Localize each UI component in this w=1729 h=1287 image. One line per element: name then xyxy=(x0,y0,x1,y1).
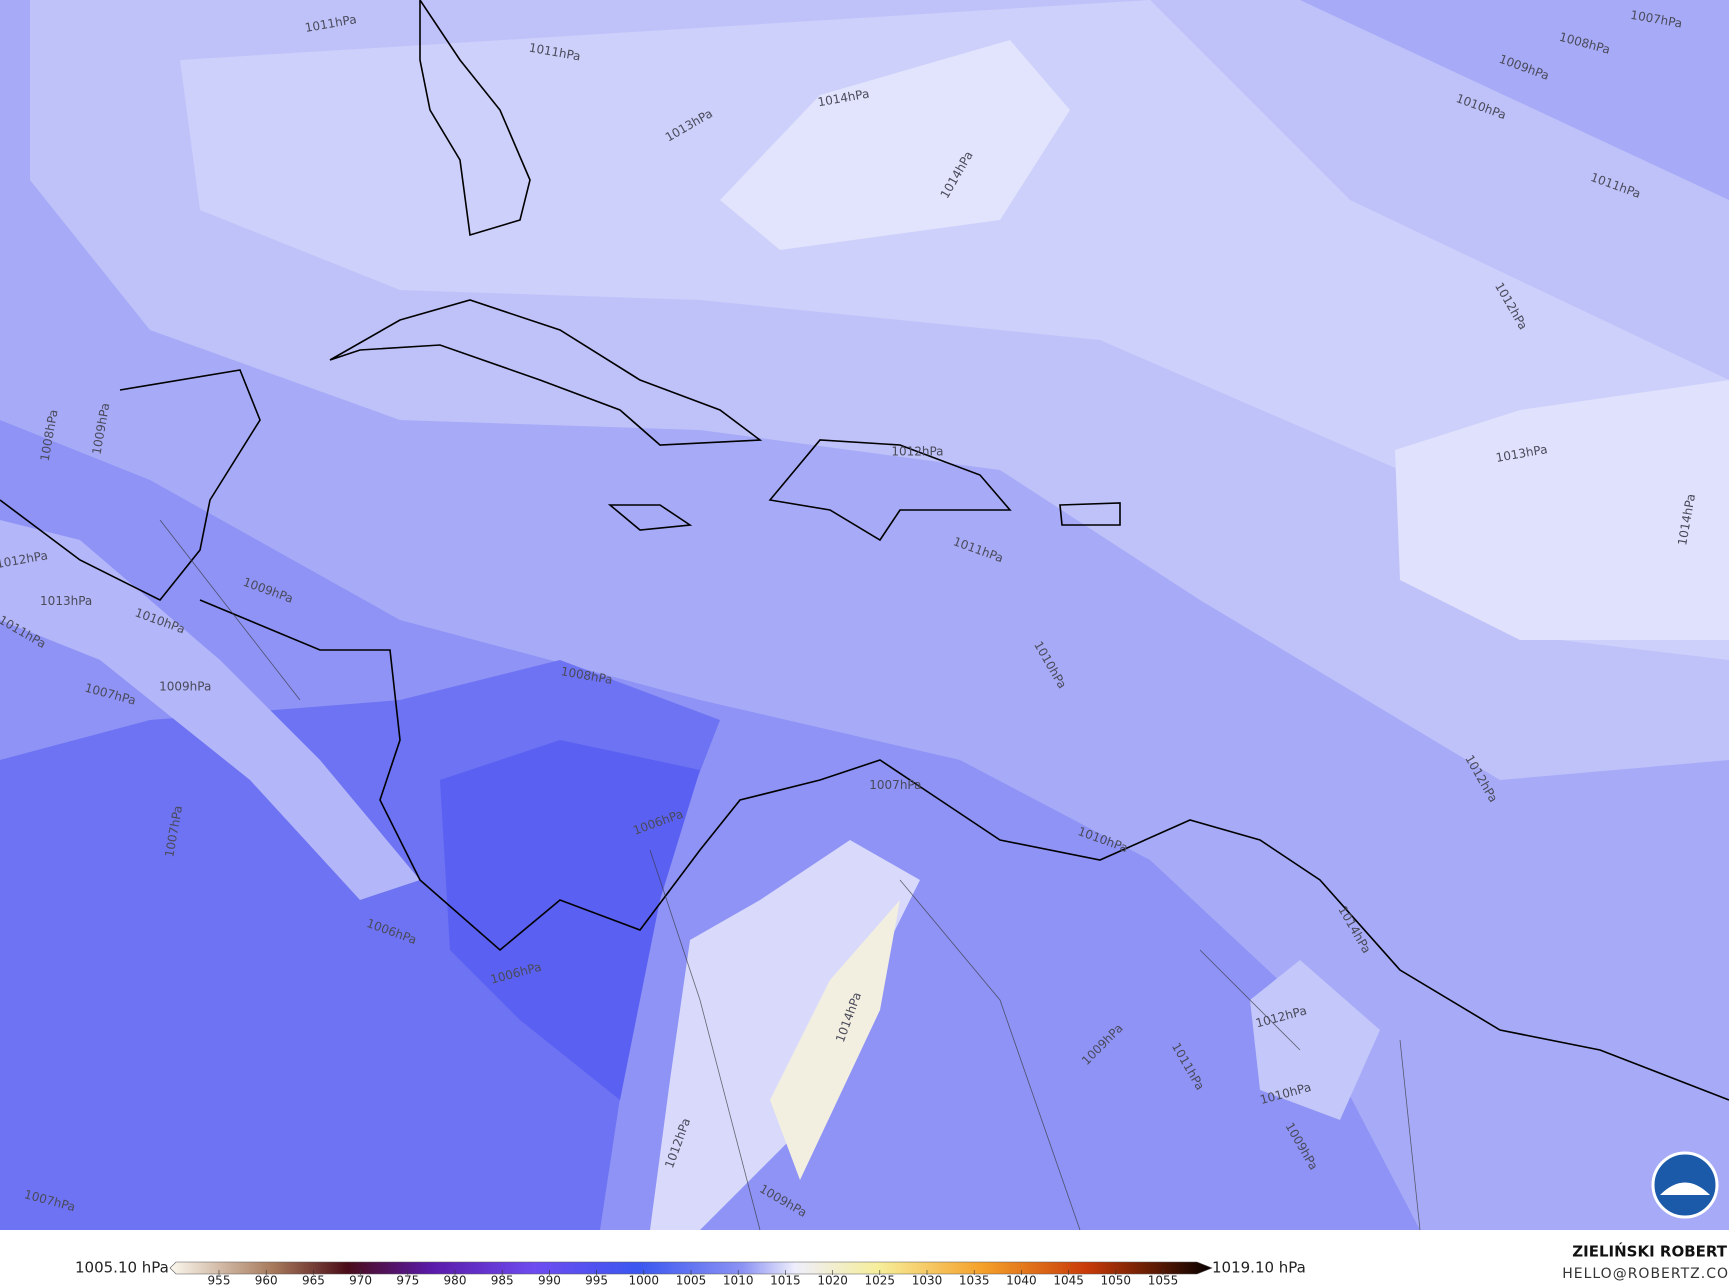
colorbar-tick-label: 1045 xyxy=(1053,1274,1084,1287)
coastline xyxy=(607,504,693,531)
colorbar-tick-label: 1055 xyxy=(1148,1274,1179,1287)
colorbar-tick-label: 1000 xyxy=(629,1274,660,1287)
colorbar-tick-label: 990 xyxy=(538,1274,561,1287)
footer xyxy=(0,1230,1729,1287)
coastline xyxy=(768,439,1012,542)
colorbar-tick-label: 1010 xyxy=(723,1274,754,1287)
colorbar-tick-label: 960 xyxy=(255,1274,278,1287)
highland xyxy=(770,900,900,1180)
highland xyxy=(650,840,920,1230)
map-area xyxy=(0,0,1729,1231)
colorbar-tick-label: 1005 xyxy=(676,1274,707,1287)
pressure-zone xyxy=(440,740,700,1100)
colorbar-min-label: 1005.10 hPa xyxy=(75,1259,169,1277)
colorbar-tick-label: 1030 xyxy=(912,1274,943,1287)
author: ZIELIŃSKI ROBERT xyxy=(1572,1242,1727,1261)
border xyxy=(159,519,1421,1231)
colorbar-ticks: 955 960 965 970 975 980 985 990 995 1000 1005 1010 1… xyxy=(208,1270,1179,1287)
contour-label: 1012hPa xyxy=(891,444,943,458)
contour-label: 1009hPa xyxy=(159,680,211,694)
colorbar-tick-label: 1050 xyxy=(1101,1274,1132,1287)
noaa-logo-gull xyxy=(1660,1182,1710,1195)
email: HELLO@ROBERTZ.CO xyxy=(1562,1266,1729,1282)
colorbar-tick-label: 995 xyxy=(585,1274,608,1287)
colorbar-tick-label: 965 xyxy=(302,1274,325,1287)
colorbar-tick-label: 970 xyxy=(349,1274,372,1287)
contour-label: 1013hPa xyxy=(40,594,92,608)
coastline xyxy=(329,299,763,446)
colorbar xyxy=(169,1261,1213,1275)
colorbar-tick-label: 985 xyxy=(491,1274,514,1287)
colorbar-tick-label: 975 xyxy=(396,1274,419,1287)
colorbar-tick-label: 1015 xyxy=(770,1274,801,1287)
coastline xyxy=(199,599,1729,1101)
pressure-zone xyxy=(180,0,1729,660)
coastline xyxy=(0,369,261,602)
colorbar-tick-label: 1040 xyxy=(1006,1274,1037,1287)
colorbar-tick-label: 1025 xyxy=(865,1274,896,1287)
colorbar-tick-label: 1020 xyxy=(817,1274,848,1287)
colorbar-tick-label: 980 xyxy=(444,1274,467,1287)
highland xyxy=(1250,960,1380,1120)
colorbar-tick-label: 955 xyxy=(208,1274,231,1287)
coastline xyxy=(419,0,531,237)
coastline xyxy=(1059,502,1121,526)
highland xyxy=(0,520,420,900)
pressure-zone xyxy=(720,40,1070,250)
pressure-zone xyxy=(1395,380,1729,640)
colorbar-tick-label: 1035 xyxy=(959,1274,990,1287)
contour-label: 1007hPa xyxy=(869,778,921,792)
colorbar-max-label: 1019.10 hPa xyxy=(1212,1259,1306,1277)
